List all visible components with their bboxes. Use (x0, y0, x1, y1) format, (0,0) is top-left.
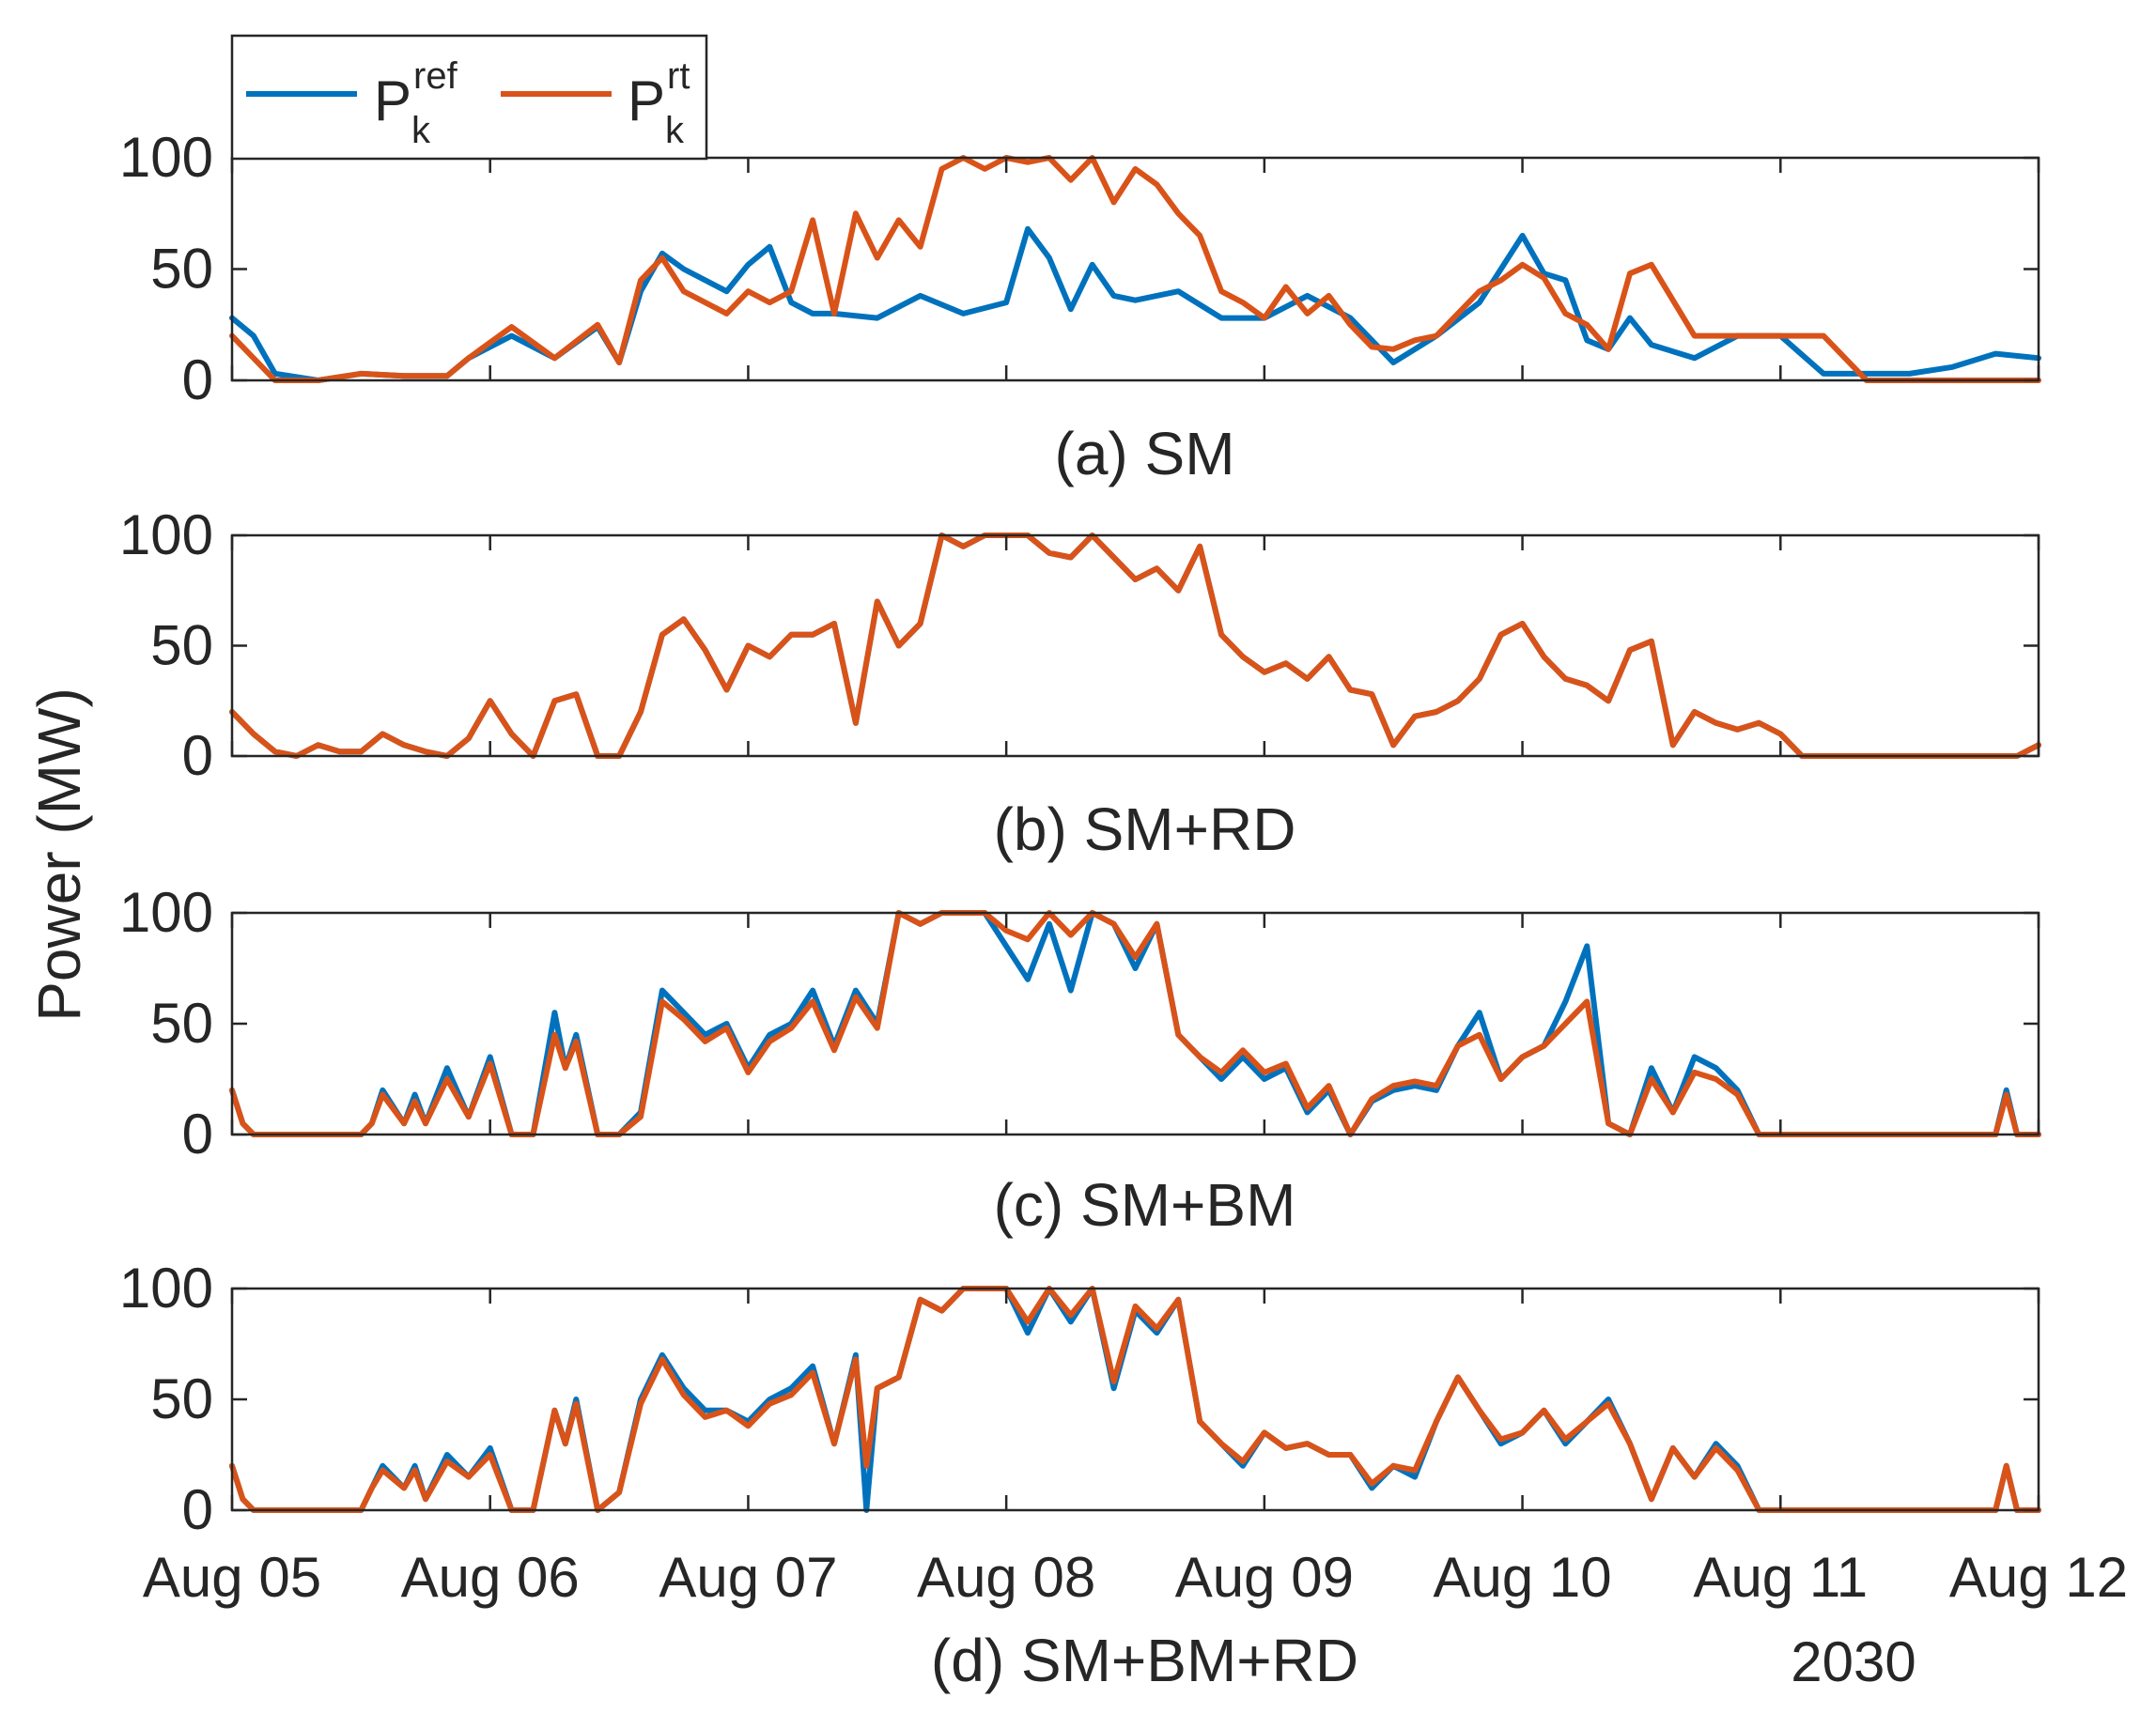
x-tick-label-aug12: Aug 12 (1949, 1546, 2128, 1609)
y-tick-label-b-100: 100 (119, 503, 213, 566)
y-tick-label-a-100: 100 (119, 126, 213, 189)
y-tick-label-b-50: 50 (150, 614, 213, 677)
panel-caption-c: (c) SM+BM (994, 1171, 1296, 1239)
y-tick-label-c-100: 100 (119, 881, 213, 944)
legend-label-rt: Prt k (628, 55, 690, 151)
y-tick-label-b-0: 0 (182, 724, 213, 787)
x-tick-label-aug05: Aug 05 (143, 1546, 321, 1609)
y-tick-label-a-50: 50 (150, 238, 213, 301)
panel-caption-a: (a) SM (1055, 420, 1235, 487)
legend-label-rt-sub: k (665, 110, 685, 151)
x-tick-labels: Aug 05 Aug 06 Aug 07 Aug 08 Aug 09 Aug 1… (143, 1546, 2128, 1609)
panel-caption-d: (d) SM+BM+RD (931, 1627, 1358, 1694)
legend-label-rt-sup: rt (667, 55, 690, 97)
panel-caption-b: (b) SM+RD (994, 795, 1296, 863)
y-tick-label-c-0: 0 (182, 1103, 213, 1166)
legend-label-ref-sup: ref (413, 55, 458, 97)
x-tick-label-aug07: Aug 07 (659, 1546, 837, 1609)
x-tick-label-aug06: Aug 06 (401, 1546, 580, 1609)
panels: 0 50 100 0 50 100 0 50 100 0 50 100 (119, 126, 2041, 1541)
legend-label-ref-base: P (374, 69, 411, 132)
y-tick-label-d-50: 50 (150, 1367, 213, 1430)
legend-box (230, 34, 708, 161)
legend: Pref k Prt k (230, 34, 708, 161)
legend-label-ref: Pref k (374, 55, 458, 151)
y-tick-label-d-100: 100 (119, 1257, 213, 1320)
legend-label-ref-sub: k (411, 110, 431, 151)
x-tick-label-aug09: Aug 09 (1175, 1546, 1354, 1609)
x-tick-label-aug10: Aug 10 (1433, 1546, 1611, 1609)
y-tick-label-c-50: 50 (150, 992, 213, 1055)
panel-c: 0 50 100 (119, 881, 2041, 1166)
x-tick-label-aug11: Aug 11 (1693, 1546, 1868, 1609)
x-axis-year-label: 2030 (1791, 1630, 1916, 1693)
y-tick-label-d-0: 0 (182, 1478, 213, 1541)
y-tick-label-a-0: 0 (182, 348, 213, 411)
legend-label-rt-base: P (628, 69, 665, 132)
x-tick-label-aug08: Aug 08 (917, 1546, 1095, 1609)
panel-d: 0 50 100 (119, 1257, 2041, 1541)
panel-b: 0 50 100 (119, 503, 2041, 787)
y-axis-label: Power (MW) (25, 687, 93, 1022)
panel-a: 0 50 100 (119, 126, 2041, 411)
series-line-rt-a (229, 155, 2041, 383)
